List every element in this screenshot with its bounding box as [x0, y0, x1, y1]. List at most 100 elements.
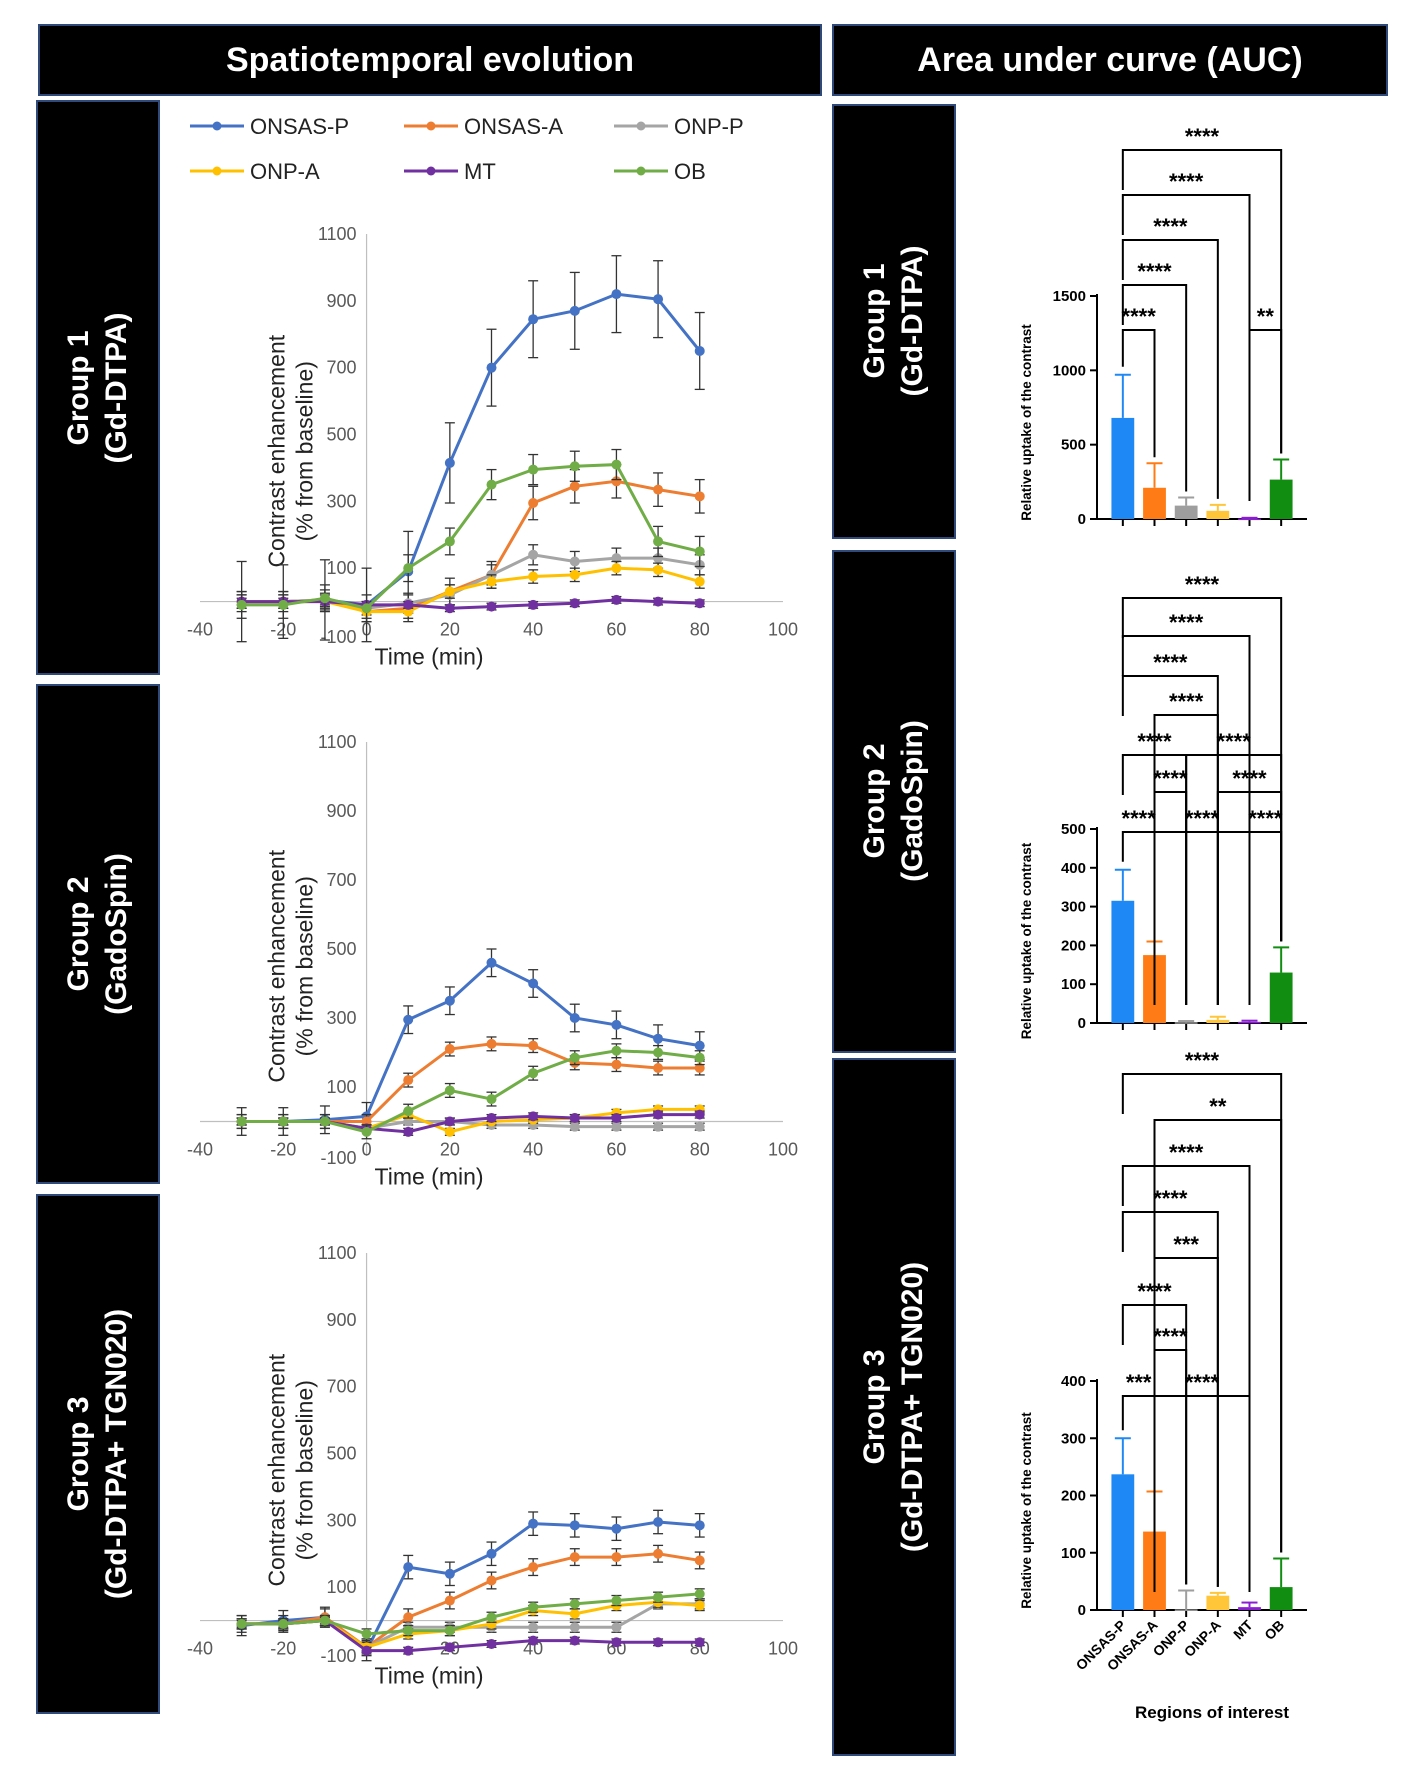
data-point [486, 1575, 497, 1586]
y-tick-label: 100 [327, 1077, 357, 1097]
data-point [569, 1113, 580, 1124]
significance-bracket [1121, 149, 1283, 454]
y-axis-title-line1: Contrast enhancement [264, 849, 290, 1082]
y-tick-label: 700 [327, 358, 357, 378]
series-line-ob [241, 1592, 700, 1636]
data-point [611, 1595, 622, 1606]
side-label-right-group2 [832, 550, 956, 1053]
data-point [611, 1019, 622, 1030]
x-tick-label: -20 [270, 1140, 296, 1160]
line-chart-2: -40 -20 0 20 40 60 80 100 -100 100 300 500 700 900 110… [187, 732, 798, 1190]
data-point [611, 1622, 622, 1633]
data-point [403, 1612, 414, 1623]
series-onp-a [236, 560, 705, 619]
data-point [611, 1523, 622, 1534]
bar-onp-p [1174, 1022, 1198, 1024]
bar-onsas-a [1143, 487, 1166, 519]
data-point [528, 978, 539, 989]
bar-y-tick-label: 0 [1078, 1602, 1086, 1619]
data-point [569, 481, 580, 492]
data-point [444, 1044, 455, 1055]
bar-ob [1269, 479, 1293, 519]
data-point [528, 1518, 539, 1529]
data-point [236, 599, 247, 610]
data-point [278, 1116, 289, 1127]
group-label-line2: (GadoSpin) [100, 853, 133, 1015]
series-line-onsas-a [241, 1552, 700, 1650]
data-point [528, 464, 539, 475]
data-point [694, 1520, 705, 1531]
bar-y-tick-label: 500 [1061, 821, 1086, 838]
y-axis-title-line1: Contrast enhancement [264, 334, 290, 567]
bar-y-tick-label: 1000 [1053, 362, 1086, 379]
bar-y-tick-label: 400 [1061, 1373, 1086, 1390]
data-point [403, 1116, 414, 1127]
y-tick-label: 300 [327, 491, 357, 511]
data-point [444, 1642, 455, 1653]
group-label-line1: Group 3 [858, 1349, 891, 1464]
y-axis-title-line2: (% from baseline) [292, 361, 318, 541]
data-point [694, 1600, 705, 1611]
side-label-right-group3 [832, 1058, 956, 1756]
bar-x-tick-label: OB [1261, 1617, 1287, 1643]
data-point [653, 1517, 664, 1528]
data-point [569, 1552, 580, 1563]
significance-label: **** [1137, 729, 1172, 754]
bar-y-tick-label: 300 [1061, 1430, 1086, 1447]
significance-label: **** [1185, 124, 1220, 149]
significance-bracket [1121, 635, 1251, 1005]
data-point [319, 1116, 330, 1127]
bar-y-tick-label: 400 [1061, 860, 1086, 877]
x-tick-label: 60 [606, 620, 626, 640]
significance-bracket [1153, 831, 1251, 1005]
bar-chart-1: 0 500 1000 1500 Relative uptake of the contr… [1019, 124, 1307, 528]
series-line-ob [241, 1049, 700, 1134]
data-point [319, 593, 330, 604]
data-point [569, 598, 580, 609]
data-point [694, 1121, 705, 1132]
y-tick-label: -100 [321, 1646, 357, 1666]
y-tick-label: 900 [327, 1310, 357, 1330]
data-point [611, 1113, 622, 1124]
bar-y-axis-title-text: Relative uptake of the contrast [1019, 324, 1034, 521]
data-point [319, 1615, 330, 1626]
x-tick-label: 40 [523, 1140, 543, 1160]
group-label-line1: Group 3 [62, 1396, 95, 1511]
bar-chart-3: 0 100 200 300 400 Relative uptake of the cont… [1019, 1048, 1307, 1722]
legend-label-onsas-p: ONSAS-P [250, 114, 349, 139]
significance-label: **** [1153, 766, 1188, 791]
data-point [444, 603, 455, 614]
legend-marker-onsas-p [212, 121, 222, 131]
data-point [569, 1622, 580, 1633]
data-point [694, 598, 705, 609]
data-point [403, 1625, 414, 1636]
data-point [486, 957, 497, 968]
side-label-left-group1 [36, 100, 160, 675]
significance-label: **** [1185, 1048, 1220, 1073]
side-label-left-group2 [36, 684, 160, 1184]
data-point [653, 294, 664, 305]
data-point [444, 1625, 455, 1636]
bar-y-axis-title: Relative uptake of the contrast [1019, 842, 1034, 1039]
y-tick-label: 500 [327, 425, 357, 445]
data-point [361, 603, 372, 614]
data-point [611, 476, 622, 487]
x-tick-label: 100 [768, 620, 798, 640]
series-ob [236, 1043, 705, 1140]
y-tick-label: -100 [321, 627, 357, 647]
data-point [569, 461, 580, 472]
data-point [444, 1085, 455, 1096]
x-tick-label: -40 [187, 1639, 213, 1659]
data-point [403, 1014, 414, 1025]
data-point [528, 498, 539, 509]
significance-label: **** [1122, 806, 1157, 831]
bar-y-tick-label: 0 [1078, 511, 1086, 528]
significance-bracket [1121, 1395, 1156, 1486]
data-point [653, 536, 664, 547]
y-axis-title: Contrast enhancement (% from baseline) [264, 849, 318, 1082]
significance-label: **** [1217, 729, 1252, 754]
group-label-line1: Group 1 [858, 263, 891, 378]
bar-onsas-p [1111, 1474, 1135, 1610]
data-point [611, 289, 622, 300]
